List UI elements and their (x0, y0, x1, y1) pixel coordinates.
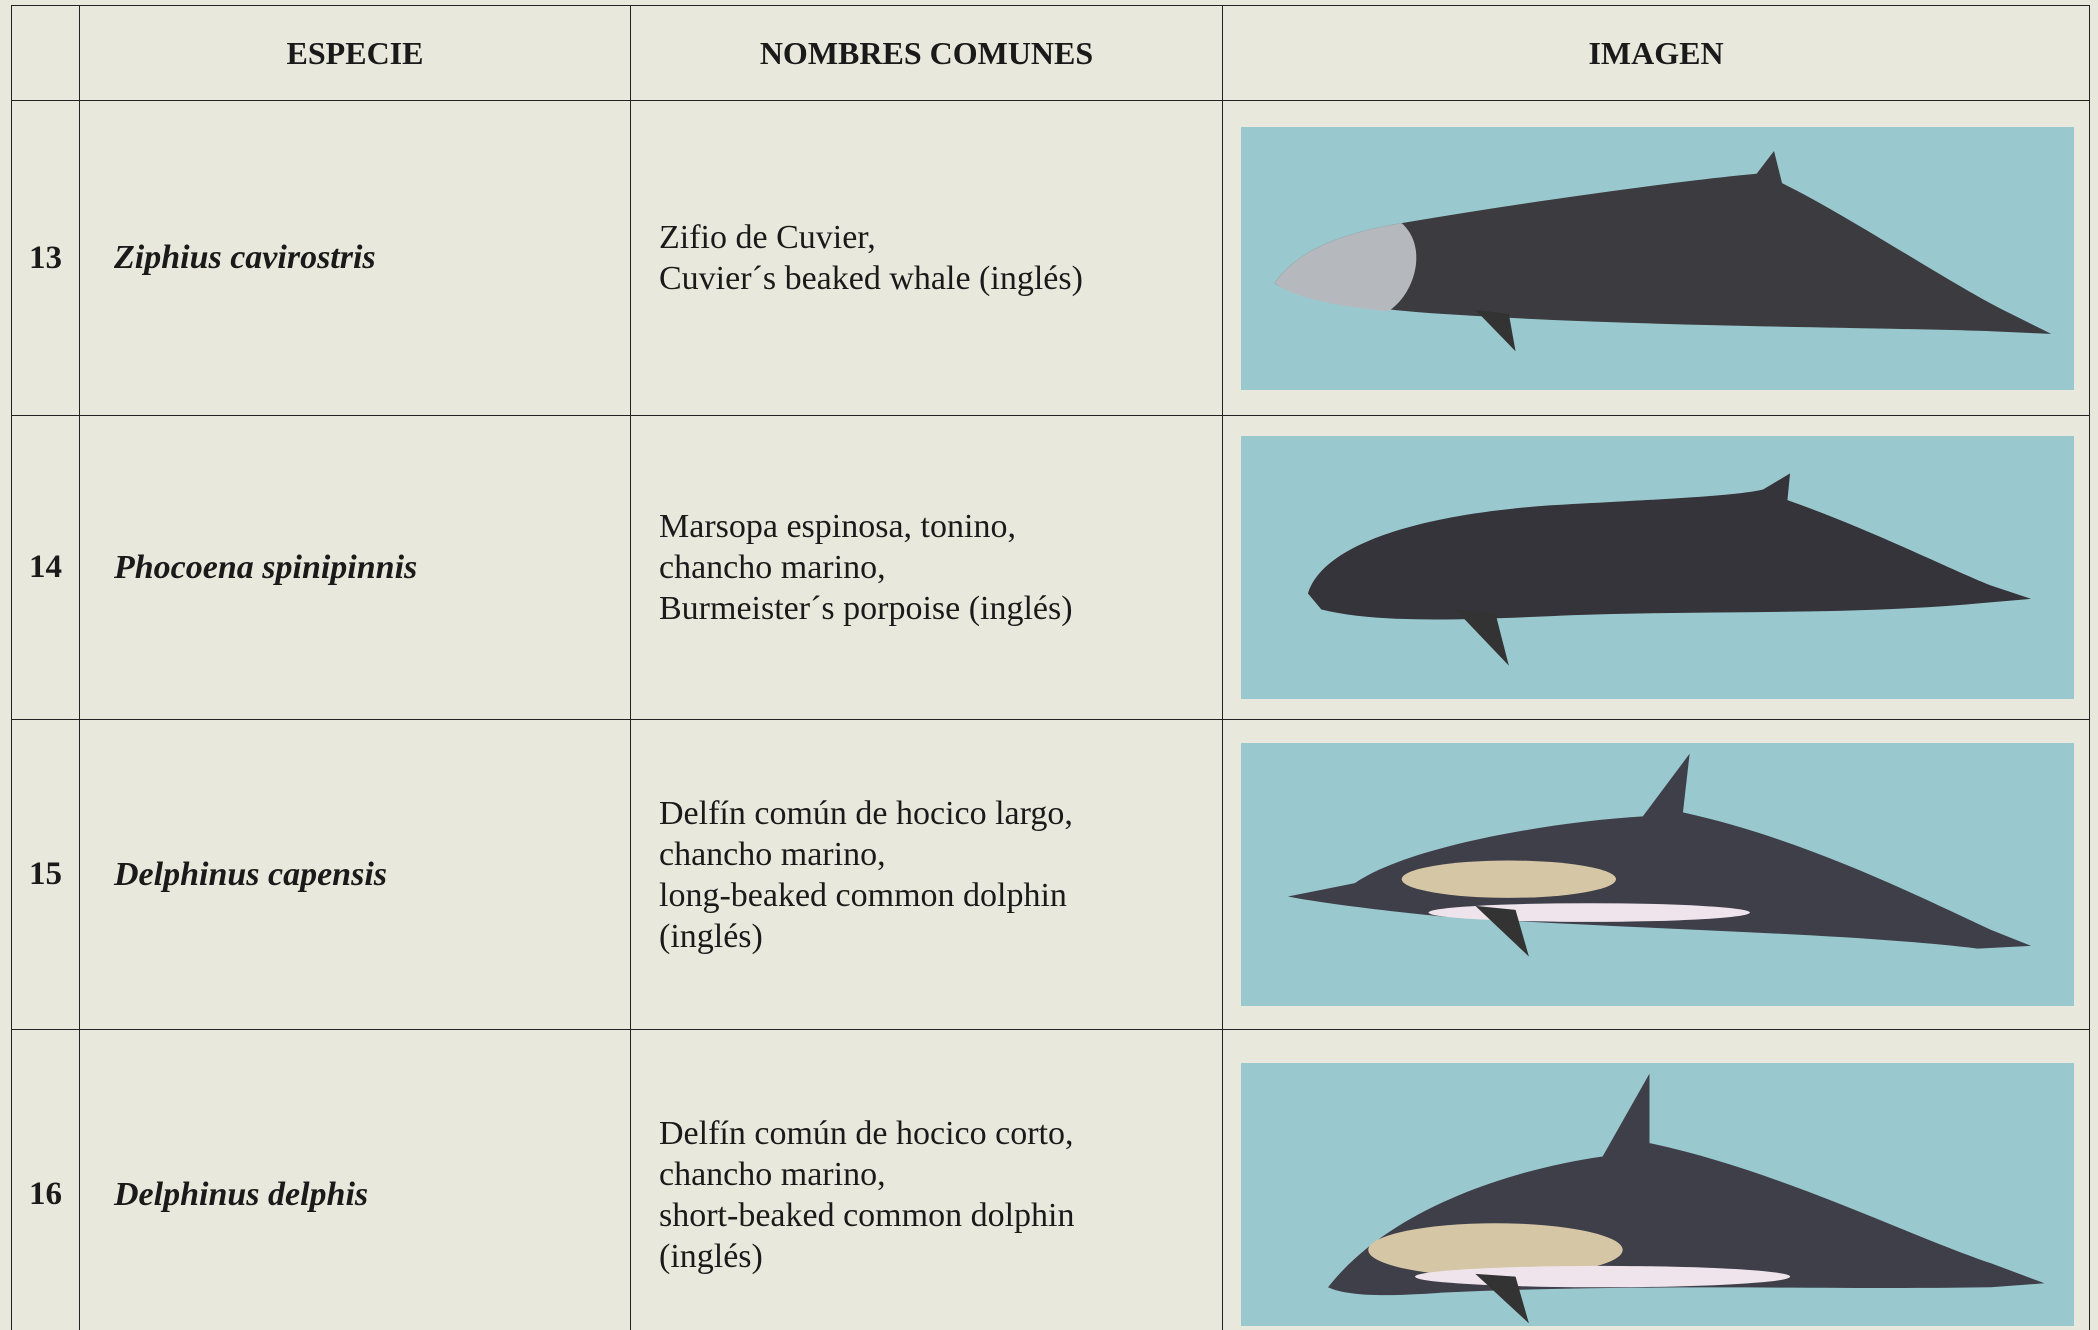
table-row: 15 Delphinus capensis Delfín común de hoci… (11, 719, 2090, 1030)
image-cell (1222, 1029, 2090, 1330)
common-name-line: long-beaked common dolphin (659, 876, 1067, 914)
common-name-line: Delfín común de hocico corto, (659, 1114, 1074, 1152)
common-name-line: (inglés) (659, 1237, 763, 1275)
table-row: 16 Delphinus delphis Delfín común de hocic… (11, 1029, 2090, 1330)
common-name-line: chancho marino, (659, 1155, 886, 1193)
header-row: ESPECIE NOMBRES COMUNES IMAGEN (11, 5, 2090, 101)
header-cell: ESPECIE (79, 5, 631, 101)
species-illustration (1241, 436, 2074, 699)
species-illustration (1241, 743, 2074, 1006)
row-number: 15 (11, 719, 80, 1030)
row-number: 14 (11, 415, 80, 720)
table-row: 13 Ziphius cavirostris Zifio de Cuvier, Cuv… (11, 100, 2090, 416)
common-name-line: Burmeister´s porpoise (inglés) (659, 590, 1073, 627)
species-table: ESPECIE NOMBRES COMUNES IMAGEN 13 Ziphius… (11, 5, 2090, 1330)
species-illustration (1241, 126, 2074, 390)
header-cell: NOMBRES COMUNES (630, 5, 1223, 101)
species-name: Ziphius cavirostris (79, 100, 631, 416)
common-names: Delfín común de hocico corto, chancho mar… (630, 1029, 1223, 1330)
species-name: Delphinus delphis (79, 1029, 631, 1330)
common-names: Zifio de Cuvier, Cuvier´s beaked whale (i… (630, 100, 1223, 416)
common-names: Delfín común de hocico largo, chancho mar… (630, 719, 1223, 1030)
image-cell (1222, 415, 2090, 720)
common-name-line: chancho marino, (659, 549, 886, 586)
row-number: 16 (11, 1029, 80, 1330)
image-cell (1222, 719, 2090, 1030)
header-cell: IMAGEN (1222, 5, 2090, 101)
common-name-line: short-beaked common dolphin (659, 1196, 1075, 1234)
common-names: Marsopa espinosa, tonino, chancho marino,… (630, 415, 1223, 720)
image-cell (1222, 100, 2090, 416)
row-number: 13 (11, 100, 80, 416)
table-row: 14 Phocoena spinipinnis Marsopa espinosa, … (11, 415, 2090, 720)
common-name-line: Cuvier´s beaked whale (inglés) (659, 260, 1083, 297)
species-name: Delphinus capensis (79, 719, 631, 1030)
common-name-line: Zifio de Cuvier, (659, 219, 876, 256)
species-illustration (1241, 1063, 2074, 1326)
species-name: Phocoena spinipinnis (79, 415, 631, 720)
common-name-line: Delfín común de hocico largo, (659, 794, 1073, 832)
common-name-line: (inglés) (659, 917, 763, 955)
common-name-line: Marsopa espinosa, tonino, (659, 508, 1016, 545)
header-cell (11, 5, 80, 101)
common-name-line: chancho marino, (659, 835, 886, 873)
